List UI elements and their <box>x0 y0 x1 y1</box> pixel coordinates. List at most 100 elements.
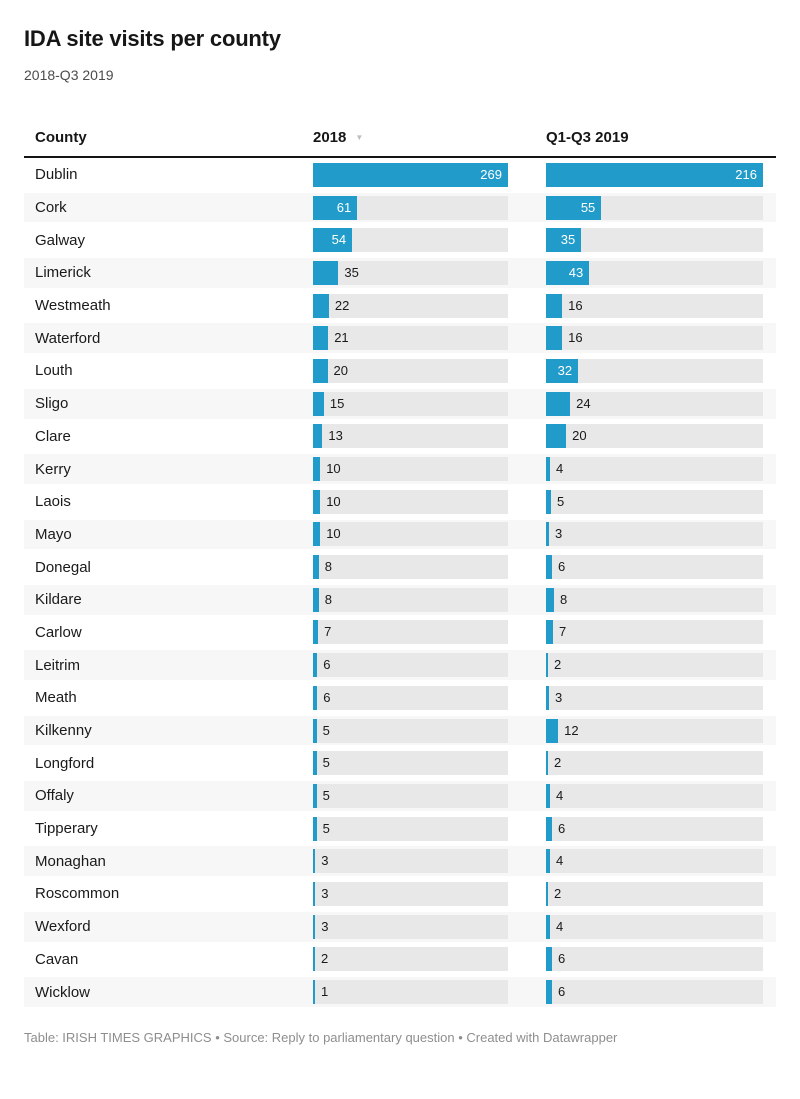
bar-track-q1-q3-2019: 4 <box>546 783 763 808</box>
row-right-pad <box>763 160 776 190</box>
bar <box>546 489 551 514</box>
bar-track-q1-q3-2019: 3 <box>546 685 763 710</box>
bar: 55 <box>546 195 602 220</box>
table-row: Donegal 8 6 <box>24 552 776 582</box>
table-row: Meath 6 3 <box>24 683 776 713</box>
bar-track-2018: 20 <box>313 358 508 383</box>
county-label: Kilkenny <box>35 722 92 740</box>
bar-track-2018: 6 <box>313 685 508 710</box>
bar-track-q1-q3-2019: 20 <box>546 424 763 449</box>
bar-value-label: 7 <box>559 624 567 640</box>
row-right-pad <box>763 389 776 419</box>
bar-track-q1-q3-2019: 35 <box>546 228 763 253</box>
bar-value-label: 3 <box>321 885 329 901</box>
page-title: IDA site visits per county <box>24 26 281 51</box>
table-row: Monaghan 3 4 <box>24 846 776 877</box>
row-right-pad <box>763 258 776 288</box>
bar-track-2018: 7 <box>313 620 508 645</box>
column-header-county[interactable]: County <box>35 129 87 146</box>
bar <box>313 653 318 678</box>
bar <box>546 980 552 1005</box>
county-label: Limerick <box>35 264 91 282</box>
bar: 61 <box>313 195 358 220</box>
bar-value-label: 55 <box>580 199 596 215</box>
table-row: Kildare 8 8 <box>24 584 776 615</box>
row-right-pad <box>763 552 776 582</box>
bar: 216 <box>546 162 763 187</box>
table-row: Sligo 15 24 <box>24 388 776 419</box>
bar <box>546 653 548 678</box>
bar <box>313 685 318 710</box>
bar-track-2018: 3 <box>313 849 508 874</box>
county-label: Laois <box>35 493 71 511</box>
bar-value-label: 6 <box>558 820 566 836</box>
bar-value-label: 54 <box>331 232 347 248</box>
bar-value-label: 10 <box>326 526 341 542</box>
bar <box>546 620 553 645</box>
bar-value-label: 61 <box>336 199 352 215</box>
bar-value-label: 12 <box>564 722 579 738</box>
bar-track-q1-q3-2019: 4 <box>546 914 763 939</box>
bar-value-label: 22 <box>334 297 350 313</box>
bar: 54 <box>313 228 353 253</box>
bar <box>546 424 567 449</box>
bar-value-label: 35 <box>560 232 576 248</box>
column-spacer <box>508 781 546 811</box>
row-right-pad <box>763 585 776 615</box>
bar: 32 <box>546 358 579 383</box>
bar-track-2018: 3 <box>313 914 508 939</box>
bar-value-label: 1 <box>321 984 329 1000</box>
bar-value-label: 4 <box>556 787 564 803</box>
bar <box>546 849 550 874</box>
bar-value-label: 24 <box>576 395 591 411</box>
table-row: Galway 54 35 <box>24 225 776 255</box>
bar: 35 <box>546 228 582 253</box>
column-spacer <box>508 225 546 255</box>
column-spacer <box>508 389 546 419</box>
table-row: Wexford 3 4 <box>24 911 776 942</box>
column-spacer <box>508 748 546 778</box>
column-header-2018[interactable]: 2018 ▼ <box>313 128 508 147</box>
bar <box>313 718 317 743</box>
bar-track-2018: 61 <box>313 195 508 220</box>
bar-value-label: 269 <box>480 166 502 182</box>
bar <box>313 947 315 972</box>
county-label: Longford <box>35 754 95 772</box>
bar-value-label: 20 <box>572 428 587 444</box>
bar <box>313 489 321 514</box>
bar-value-label: 6 <box>558 951 566 967</box>
bar-value-label: 5 <box>322 722 330 738</box>
bar-track-q1-q3-2019: 6 <box>546 980 763 1005</box>
county-label: Galway <box>35 231 86 249</box>
bar-track-2018: 10 <box>313 489 508 514</box>
county-label: Dublin <box>35 166 78 184</box>
row-right-pad <box>763 487 776 517</box>
bar-track-q1-q3-2019: 55 <box>546 195 763 220</box>
bar <box>313 849 316 874</box>
bar <box>313 555 319 580</box>
bar-value-label: 5 <box>322 787 330 803</box>
row-right-pad <box>763 879 776 909</box>
bar-value-label: 6 <box>323 689 331 705</box>
table-row: Wicklow 1 6 <box>24 977 776 1007</box>
bar-track-2018: 3 <box>313 881 508 906</box>
column-spacer <box>508 618 546 648</box>
bar-value-label: 8 <box>560 591 568 607</box>
county-label: Wexford <box>35 918 91 936</box>
bar: 269 <box>313 162 508 187</box>
column-header-q1-q3-2019[interactable]: Q1-Q3 2019 <box>546 129 629 146</box>
column-spacer <box>508 520 546 550</box>
bar-track-2018: 35 <box>313 260 508 285</box>
table-row: Kilkenny 5 12 <box>24 715 776 746</box>
column-spacer <box>508 683 546 713</box>
bar-value-label: 8 <box>324 559 333 575</box>
table-row: Mayo 10 3 <box>24 519 776 550</box>
bar-track-2018: 2 <box>313 947 508 972</box>
bar-track-q1-q3-2019: 2 <box>546 881 763 906</box>
row-right-pad <box>763 650 776 680</box>
table-row: Louth 20 32 <box>24 356 776 386</box>
row-right-pad <box>763 781 776 811</box>
bar-value-label: 15 <box>329 395 345 411</box>
county-label: Kerry <box>35 460 71 478</box>
column-spacer <box>508 585 546 615</box>
